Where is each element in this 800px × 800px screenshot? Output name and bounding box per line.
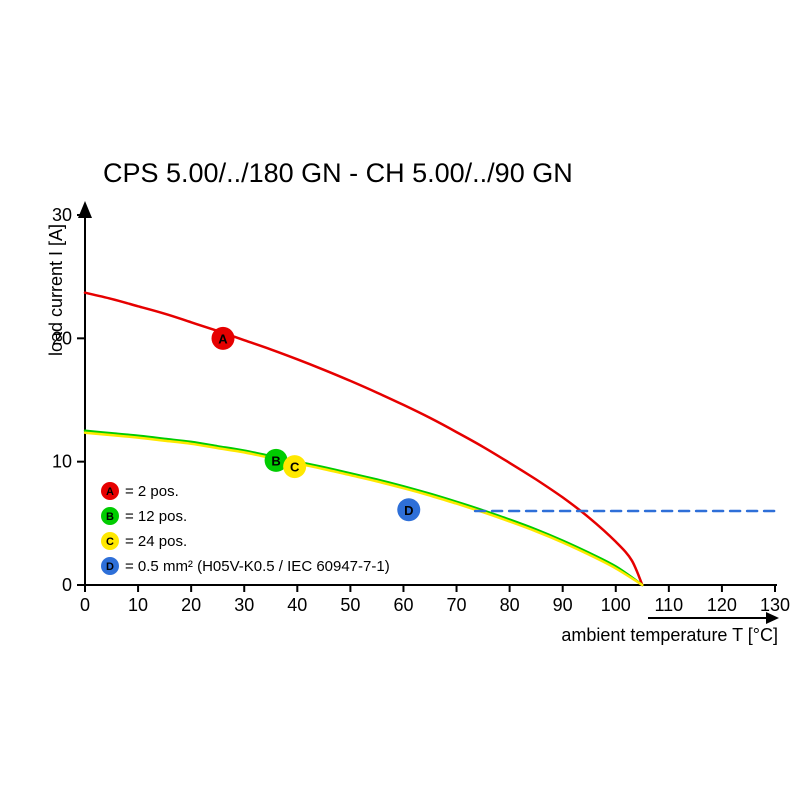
x-tick-label: 80 — [500, 595, 520, 615]
curve-b — [83, 429, 644, 587]
x-tick-label: 100 — [601, 595, 631, 615]
curve-a — [83, 291, 644, 587]
y-tick-label: 20 — [52, 328, 72, 348]
legend-label-c: = 24 pos. — [125, 533, 187, 550]
x-tick-label: 30 — [234, 595, 254, 615]
x-tick-label: 20 — [181, 595, 201, 615]
x-tick-label: 90 — [553, 595, 573, 615]
legend-swatch-a-icon — [101, 482, 119, 500]
legend-letter-a: A — [106, 486, 114, 498]
x-tick-label: 110 — [654, 595, 683, 615]
y-axis-arrow-icon — [78, 201, 92, 218]
x-axis-label: ambient temperature T [°C] — [561, 625, 778, 645]
y-tick-label: 30 — [52, 205, 72, 225]
legend-swatch-b-icon — [101, 507, 119, 525]
x-tick-label: 130 — [760, 595, 790, 615]
y-tick-label: 10 — [52, 452, 72, 472]
curve-c — [83, 431, 644, 587]
x-tick-label: 40 — [287, 595, 307, 615]
legend-swatch-c-icon — [101, 532, 119, 550]
marker-c-icon — [283, 455, 307, 479]
marker-d-letter: D — [404, 503, 413, 518]
marker-c-letter: C — [290, 460, 300, 475]
legend-label-b: = 12 pos. — [125, 508, 187, 525]
x-tick-label: 50 — [340, 595, 360, 615]
legend-label-a: = 2 pos. — [125, 483, 179, 500]
marker-a-icon — [211, 326, 235, 350]
x-tick-label: 10 — [128, 595, 148, 615]
marker-d-icon — [397, 498, 421, 522]
marker-b-letter: B — [271, 453, 280, 468]
x-tick-label: 0 — [80, 595, 90, 615]
marker-a-letter: A — [218, 331, 228, 346]
legend-letter-b: B — [106, 511, 114, 523]
chart-title: CPS 5.00/../180 GN - CH 5.00/../90 GN — [103, 158, 573, 188]
legend-label-d: = 0.5 mm² (H05V-K0.5 / IEC 60947-7-1) — [125, 558, 390, 575]
x-axis-arrow-icon — [766, 612, 779, 624]
y-axis-label: load current I [A] — [46, 224, 66, 356]
legend-swatch-d-icon — [101, 557, 119, 575]
x-tick-label: 70 — [447, 595, 467, 615]
y-tick-label: 0 — [62, 575, 72, 595]
legend-letter-c: C — [106, 536, 114, 548]
legend-letter-d: D — [106, 561, 114, 573]
marker-b-icon — [264, 448, 288, 472]
x-tick-label: 60 — [393, 595, 413, 615]
x-tick-label: 120 — [707, 595, 737, 615]
